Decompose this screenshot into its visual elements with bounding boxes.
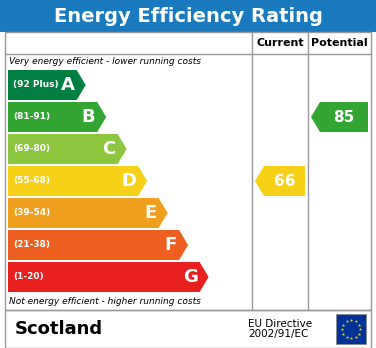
Polygon shape xyxy=(8,166,147,196)
Text: (69-80): (69-80) xyxy=(13,144,50,153)
Text: C: C xyxy=(102,140,116,158)
Text: D: D xyxy=(121,172,136,190)
Text: (39-54): (39-54) xyxy=(13,208,50,218)
Polygon shape xyxy=(8,134,127,164)
Text: Not energy efficient - higher running costs: Not energy efficient - higher running co… xyxy=(9,296,201,306)
Bar xyxy=(0,0,376,32)
Text: 85: 85 xyxy=(334,110,355,125)
Bar xyxy=(5,310,371,348)
Polygon shape xyxy=(255,166,305,196)
Text: Very energy efficient - lower running costs: Very energy efficient - lower running co… xyxy=(9,57,201,66)
Text: (92 Plus): (92 Plus) xyxy=(13,80,59,89)
Text: (21-38): (21-38) xyxy=(13,240,50,250)
Polygon shape xyxy=(311,102,368,132)
Bar xyxy=(336,314,366,344)
Text: Scotland: Scotland xyxy=(15,320,103,338)
Polygon shape xyxy=(8,102,106,132)
Polygon shape xyxy=(8,70,86,100)
Polygon shape xyxy=(8,198,168,228)
Text: E: E xyxy=(144,204,157,222)
Bar xyxy=(5,32,371,310)
Text: EU Directive: EU Directive xyxy=(248,319,312,329)
Text: (55-68): (55-68) xyxy=(13,176,50,185)
Text: Potential: Potential xyxy=(311,38,368,48)
Text: (81-91): (81-91) xyxy=(13,112,50,121)
Text: B: B xyxy=(82,108,95,126)
Text: (1-20): (1-20) xyxy=(13,272,44,282)
Text: Energy Efficiency Rating: Energy Efficiency Rating xyxy=(53,7,323,25)
Text: Current: Current xyxy=(256,38,304,48)
Text: G: G xyxy=(183,268,198,286)
Polygon shape xyxy=(8,230,188,260)
Text: A: A xyxy=(61,76,75,94)
Polygon shape xyxy=(8,262,209,292)
Text: 66: 66 xyxy=(274,174,295,189)
Text: 2002/91/EC: 2002/91/EC xyxy=(248,329,308,339)
Text: F: F xyxy=(165,236,177,254)
